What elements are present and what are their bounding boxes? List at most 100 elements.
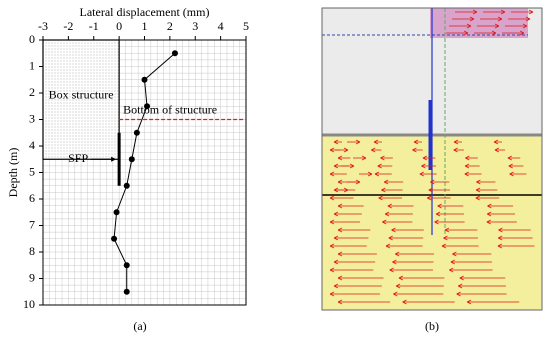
flow-arrow (459, 275, 506, 281)
flow-arrow (381, 187, 403, 193)
flow-arrow (497, 243, 535, 249)
flow-arrow (353, 155, 367, 161)
flow-arrow (329, 171, 347, 177)
flow-arrow (446, 30, 469, 36)
x-tick-label: 1 (142, 19, 148, 33)
flow-arrow (387, 203, 414, 209)
y-axis-title: Depth (m) (6, 148, 20, 198)
x-tick-label: 3 (192, 19, 198, 33)
flow-arrow (359, 171, 373, 177)
flow-arrow (419, 171, 437, 177)
flow-arrow (384, 211, 413, 217)
flow-arrow (449, 267, 493, 273)
flow-arrow (389, 267, 433, 273)
y-tick-label: 3 (29, 111, 35, 125)
flow-arrow (480, 16, 503, 22)
flow-arrow (337, 299, 391, 305)
flow-arrow (329, 219, 361, 225)
flow-arrow (475, 187, 498, 193)
flow-arrow (337, 203, 364, 209)
data-point (144, 103, 151, 110)
flow-arrow (508, 163, 524, 169)
flow-arrow (466, 299, 520, 305)
flow-arrow (347, 179, 361, 185)
flow-arrow (453, 147, 464, 153)
y-tick-label: 7 (29, 217, 35, 231)
flow-arrow (388, 235, 424, 241)
flow-arrow (441, 243, 479, 249)
flow-arrow (373, 139, 382, 145)
flow-arrow (377, 163, 393, 169)
annotation: Box structure (49, 87, 114, 101)
flow-arrow (347, 139, 361, 145)
flow-arrow (333, 211, 362, 217)
flow-arrow (505, 23, 528, 29)
flow-arrow (426, 195, 451, 201)
flow-arrow (329, 243, 367, 249)
data-point (123, 182, 130, 189)
flow-arrow (412, 147, 423, 153)
x-tick-label: 2 (167, 19, 173, 33)
flow-arrow (475, 195, 500, 201)
flow-arrow (333, 259, 376, 265)
flow-arrow (382, 219, 413, 225)
flow-arrow (453, 139, 462, 145)
y-tick-label: 1 (29, 58, 35, 72)
flow-arrow (329, 195, 354, 201)
data-point (141, 76, 148, 83)
flow-arrow (337, 227, 371, 233)
panel-label: (a) (133, 319, 146, 333)
flow-arrow (435, 211, 464, 217)
flow-arrow (465, 155, 478, 161)
flow-arrow (474, 30, 497, 36)
flow-arrow (449, 23, 472, 29)
flow-arrow (413, 139, 422, 145)
x-tick-label: 0 (116, 19, 122, 33)
flow-arrow (385, 243, 423, 249)
flow-arrow (337, 275, 384, 281)
flow-arrow (329, 291, 380, 297)
flow-arrow (374, 171, 392, 177)
y-tick-label: 8 (29, 244, 35, 258)
flow-arrow (483, 9, 506, 15)
x-axis-title: Lateral displacement (mm) (80, 5, 210, 19)
flow-arrow (434, 219, 465, 225)
flow-arrow (422, 155, 436, 161)
flow-arrow (464, 163, 480, 169)
y-tick-label: 2 (29, 85, 35, 99)
data-line (113, 52, 176, 292)
flow-arrow (395, 283, 444, 289)
flow-arrow (378, 195, 403, 201)
data-point (123, 288, 130, 295)
flow-arrow (380, 155, 393, 161)
flow-arrow (393, 291, 444, 297)
flow-arrow (497, 235, 533, 241)
x-tick-label: 5 (243, 19, 249, 33)
flow-arrow (498, 227, 531, 233)
data-point (128, 156, 135, 163)
y-tick-label: 6 (29, 191, 35, 205)
flow-arrow (398, 275, 445, 281)
panel-a: -3 -2 -1 0 1 2 3 4 5 0 1 2 3 4 5 6 7 8 9 10 Lateral displace… (6, 5, 249, 311)
flow-arrow (476, 179, 496, 185)
flow-arrow (502, 30, 525, 36)
flow-arrow (493, 139, 502, 145)
flow-arrow (477, 23, 500, 29)
flow-arrow (444, 227, 478, 233)
flow-arrow (457, 283, 506, 289)
x-tick-label: 4 (218, 19, 224, 33)
flow-arrow (341, 163, 355, 169)
flow-arrow (464, 171, 482, 177)
annotation: SFP (68, 151, 88, 165)
flow-arrow (487, 203, 514, 209)
flow-arrow (335, 147, 349, 153)
y-tick-label: 5 (29, 164, 35, 178)
data-point (171, 50, 178, 57)
flow-arrow (402, 299, 455, 305)
flow-arrow (333, 139, 342, 145)
y-tick-label: 0 (29, 32, 35, 46)
flow-arrow (333, 235, 369, 241)
flow-arrow (450, 259, 492, 265)
data-point (113, 209, 120, 216)
